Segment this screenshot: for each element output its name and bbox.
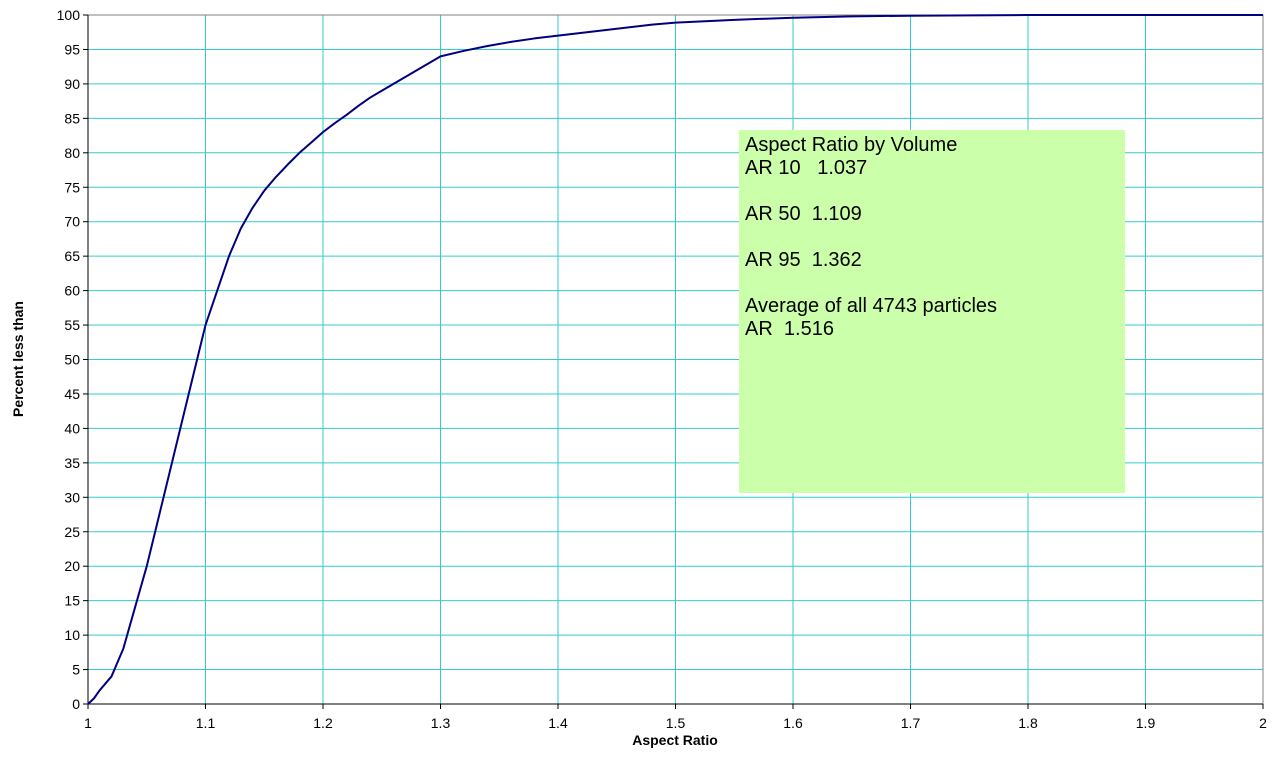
x-tick-label: 1.9 [1136,715,1156,731]
annotation-line-ar50: AR 50 1.109 [745,203,862,225]
x-tick-label: 1.1 [196,715,216,731]
x-tick-label: 1.8 [1018,715,1038,731]
y-tick-label: 5 [72,662,80,678]
y-tick-label: 80 [64,145,80,161]
y-tick-label: 35 [64,455,80,471]
y-tick-label: 20 [64,558,80,574]
annotation-line-ar95: AR 95 1.362 [745,249,862,271]
cumulative-series-line-0 [87,14,1263,705]
y-tick-label: 85 [64,110,80,126]
y-tick-label: 60 [64,283,80,299]
x-tick-label: 1.2 [313,715,333,731]
x-tick-label: 1.5 [666,715,686,731]
y-tick-label: 40 [64,420,80,436]
y-tick-label: 25 [64,524,80,540]
y-tick-label: 75 [64,179,80,195]
y-tick-label: 95 [64,41,80,57]
annotation-line-spacer-1 [745,180,1119,203]
annotation-line-ar10: AR 10 1.037 [745,157,868,179]
y-tick-label: 50 [64,352,80,368]
x-tick-label: 1.4 [548,715,568,731]
y-tick-label: 70 [64,214,80,230]
x-tick-label: 1.7 [901,715,921,731]
x-axis-tick-labels: 1 1.1 1.2 1.3 1.4 1.5 1.6 1.7 1.8 1.9 2 [84,715,1267,731]
x-tick-label: 1.6 [783,715,803,731]
x-axis-title: Aspect Ratio [632,732,718,748]
annotation-line-average-label: Average of all 4743 particles [745,295,998,317]
y-tick-label: 10 [64,627,80,643]
annotation-line-spacer-2 [745,226,1119,249]
y-tick-label: 55 [64,317,80,333]
y-tick-label: 0 [72,696,80,712]
y-tick-label: 30 [64,489,80,505]
annotation-line-average-value: AR 1.516 [745,318,834,340]
y-axis-title: Percent less than [10,301,26,417]
y-tick-label: 90 [64,76,80,92]
x-axis-tick-marks [87,704,1264,709]
y-axis-tick-labels: 0 5 10 15 20 25 30 35 40 45 50 55 60 65 70 75 80 85 90 95 10… [57,7,81,712]
x-tick-label: 2 [1259,715,1267,731]
y-tick-label: 45 [64,386,80,402]
annotation-line-spacer-3 [745,272,1119,295]
series-layer [87,14,1263,705]
y-axis-tick-marks [83,14,88,705]
x-tick-label: 1 [84,715,92,731]
annotation-box: Aspect Ratio by Volume AR 10 1.037 AR 50… [739,130,1125,493]
x-tick-label: 1.3 [431,715,451,731]
y-tick-label: 15 [64,593,80,609]
annotation-line-title: Aspect Ratio by Volume [745,134,958,156]
y-tick-label: 65 [64,248,80,264]
y-tick-label: 100 [57,7,81,23]
